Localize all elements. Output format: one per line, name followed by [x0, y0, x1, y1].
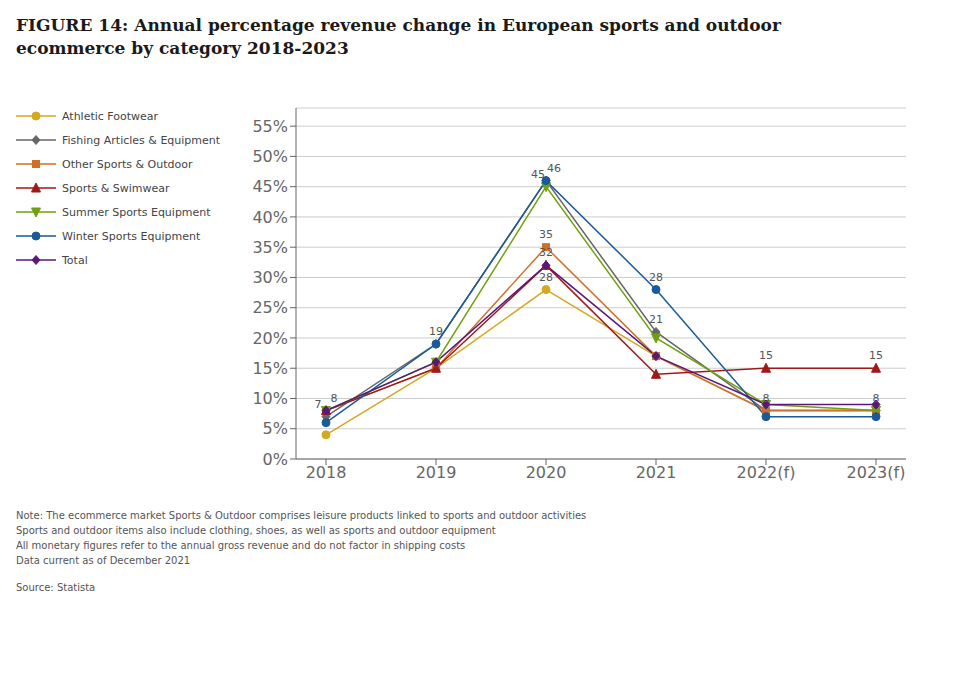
svg-text:30%: 30%: [252, 268, 288, 287]
svg-text:15%: 15%: [252, 359, 288, 378]
svg-text:2023(f): 2023(f): [847, 463, 906, 482]
svg-text:8: 8: [331, 392, 338, 405]
svg-text:0%: 0%: [263, 450, 288, 469]
svg-text:15: 15: [759, 349, 773, 362]
svg-text:15: 15: [869, 349, 883, 362]
svg-text:2018: 2018: [306, 463, 347, 482]
html-text:Data current as of December 20: Data current as of December 2021: [16, 555, 191, 566]
svg-text:45: 45: [531, 168, 545, 181]
svg-text:50%: 50%: [252, 147, 288, 166]
svg-text:45%: 45%: [252, 177, 288, 196]
html-text:FIGURE 14: Annual percentage r: FIGURE 14: Annual percentage revenue cha…: [16, 15, 781, 35]
svg-text:28: 28: [649, 271, 663, 284]
svg-text:5%: 5%: [263, 419, 288, 438]
svg-text:7: 7: [315, 398, 322, 411]
html-text:Athletic Footwear: Athletic Footwear: [62, 109, 159, 123]
svg-text:20%: 20%: [252, 329, 288, 348]
svg-text:21: 21: [649, 313, 663, 326]
svg-text:2022(f): 2022(f): [737, 463, 796, 482]
svg-text:35: 35: [539, 228, 553, 241]
svg-text:55%: 55%: [252, 117, 288, 136]
svg-text:35%: 35%: [252, 238, 288, 257]
html-text:Total: Total: [62, 253, 88, 267]
svg-text:32: 32: [539, 246, 553, 259]
html-text:Sports & Swimwear: Sports & Swimwear: [62, 181, 170, 195]
svg-text:8: 8: [763, 392, 770, 405]
html-text:Winter Sports Equipment: Winter Sports Equipment: [62, 229, 201, 243]
svg-text:19: 19: [429, 325, 443, 338]
html-text:All monetary figures refer to: All monetary figures refer to the annual…: [16, 540, 466, 551]
html-text:ecommerce by category 2018-202: ecommerce by category 2018-2023: [16, 38, 349, 58]
svg-text:40%: 40%: [252, 208, 288, 227]
html-text:Sports and outdoor items also: Sports and outdoor items also include cl…: [16, 525, 496, 536]
svg-text:8: 8: [873, 392, 880, 405]
svg-text:2021: 2021: [636, 463, 677, 482]
svg-text:28: 28: [539, 271, 553, 284]
html-text:Summer Sports Equipment: Summer Sports Equipment: [62, 205, 211, 219]
html-text:Fishing Articles & Equipment: Fishing Articles & Equipment: [62, 133, 221, 147]
svg-text:2020: 2020: [526, 463, 567, 482]
svg-text:25%: 25%: [252, 298, 288, 317]
html-text:Note: The ecommerce market Spo: Note: The ecommerce market Sports & Outd…: [16, 510, 587, 521]
svg-text:10%: 10%: [252, 389, 288, 408]
svg-text:46: 46: [547, 162, 561, 175]
html-text:Other Sports & Outdoor: Other Sports & Outdoor: [62, 157, 193, 171]
svg-text:2019: 2019: [416, 463, 457, 482]
html-text:Source: Statista: Source: Statista: [16, 582, 96, 593]
